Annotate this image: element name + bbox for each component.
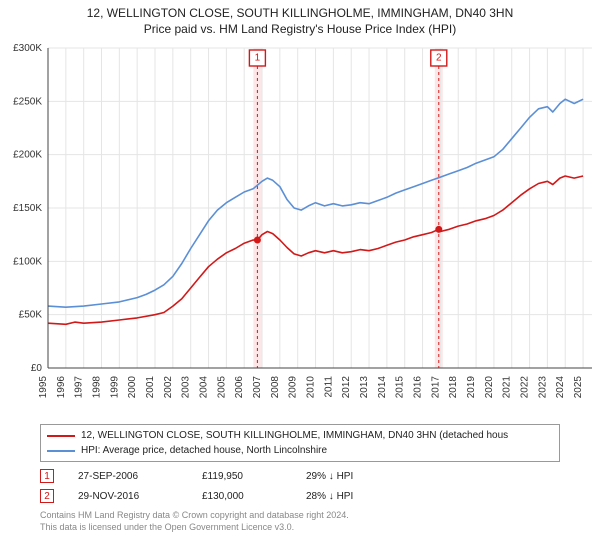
sale-price: £119,950 [202, 471, 282, 482]
svg-text:2015: 2015 [395, 376, 406, 399]
sale-price: £130,000 [202, 491, 282, 502]
svg-text:2005: 2005 [216, 376, 227, 399]
svg-text:£150K: £150K [13, 203, 42, 214]
svg-text:2008: 2008 [270, 376, 281, 399]
svg-text:£250K: £250K [13, 96, 42, 107]
legend-label: 12, WELLINGTON CLOSE, SOUTH KILLINGHOLME… [81, 430, 508, 441]
legend-swatch [47, 435, 75, 437]
sale-hpi-delta: 29% ↓ HPI [306, 471, 406, 482]
sales-table: 1 27-SEP-2006 £119,950 29% ↓ HPI 2 29-NOV-201… [40, 466, 560, 506]
svg-text:2019: 2019 [466, 376, 477, 399]
svg-text:1997: 1997 [74, 376, 85, 399]
svg-text:2021: 2021 [502, 376, 513, 399]
svg-text:1998: 1998 [92, 376, 103, 399]
svg-text:2: 2 [436, 53, 442, 64]
sale-date: 29-NOV-2016 [78, 491, 178, 502]
svg-text:£50K: £50K [19, 310, 43, 321]
svg-text:1999: 1999 [109, 376, 120, 399]
svg-text:1: 1 [255, 53, 261, 64]
line-chart: £0 £50K £100K £150K £200K £250K £300K 1995 1996 1… [0, 38, 600, 418]
svg-text:2006: 2006 [234, 376, 245, 399]
svg-text:2003: 2003 [181, 376, 192, 399]
svg-text:£300K: £300K [13, 43, 42, 54]
sale-marker: 1 [40, 469, 54, 483]
footnote-line-1: Contains HM Land Registry data © Crown c… [40, 510, 560, 522]
svg-text:2018: 2018 [448, 376, 459, 399]
svg-text:2007: 2007 [252, 376, 263, 399]
chart-title-block: 12, WELLINGTON CLOSE, SOUTH KILLINGHOLME… [0, 0, 600, 38]
footnote-line-2: This data is licensed under the Open Gov… [40, 522, 560, 534]
svg-text:2022: 2022 [520, 376, 531, 399]
svg-text:2004: 2004 [199, 376, 210, 399]
title-line-2: Price paid vs. HM Land Registry's House … [10, 22, 590, 36]
svg-text:1996: 1996 [56, 376, 67, 399]
sale-row: 2 29-NOV-2016 £130,000 28% ↓ HPI [40, 486, 560, 506]
chart-area: £0 £50K £100K £150K £200K £250K £300K 1995 1996 1… [0, 38, 600, 418]
svg-text:2002: 2002 [163, 376, 174, 399]
sale-hpi-delta: 28% ↓ HPI [306, 491, 406, 502]
svg-text:1995: 1995 [38, 376, 49, 399]
svg-text:2025: 2025 [573, 376, 584, 399]
svg-text:2009: 2009 [288, 376, 299, 399]
svg-text:2001: 2001 [145, 376, 156, 399]
sale-date: 27-SEP-2006 [78, 471, 178, 482]
svg-text:2010: 2010 [306, 376, 317, 399]
svg-text:2016: 2016 [413, 376, 424, 399]
legend-label: HPI: Average price, detached house, Nort… [81, 445, 327, 456]
svg-text:£0: £0 [31, 363, 43, 374]
footnote: Contains HM Land Registry data © Crown c… [40, 510, 560, 533]
svg-text:£200K: £200K [13, 150, 42, 161]
svg-text:2020: 2020 [484, 376, 495, 399]
svg-text:2011: 2011 [323, 376, 334, 398]
legend-swatch [47, 450, 75, 452]
svg-text:2000: 2000 [127, 376, 138, 399]
sale-row: 1 27-SEP-2006 £119,950 29% ↓ HPI [40, 466, 560, 486]
svg-text:2012: 2012 [341, 376, 352, 399]
svg-text:2024: 2024 [555, 376, 566, 399]
svg-text:2023: 2023 [537, 376, 548, 399]
title-line-1: 12, WELLINGTON CLOSE, SOUTH KILLINGHOLME… [10, 6, 590, 20]
legend-item: HPI: Average price, detached house, Nort… [47, 443, 553, 458]
legend-item: 12, WELLINGTON CLOSE, SOUTH KILLINGHOLME… [47, 428, 553, 443]
sale-marker: 2 [40, 489, 54, 503]
svg-text:2014: 2014 [377, 376, 388, 399]
svg-text:£100K: £100K [13, 256, 42, 267]
legend: 12, WELLINGTON CLOSE, SOUTH KILLINGHOLME… [40, 424, 560, 462]
svg-text:2013: 2013 [359, 376, 370, 399]
svg-text:2017: 2017 [430, 376, 441, 399]
